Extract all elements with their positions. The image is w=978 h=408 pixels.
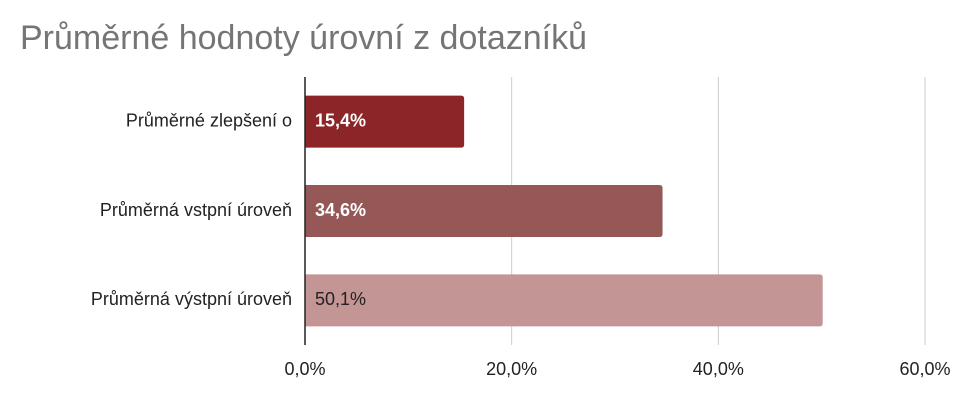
bar xyxy=(305,185,663,237)
x-tick-label: 0,0% xyxy=(284,359,325,379)
y-tick-label: Průměrné zlepšení o xyxy=(126,110,292,130)
bar xyxy=(305,274,823,327)
x-tick-label: 60,0% xyxy=(899,359,950,379)
chart-title: Průměrné hodnoty úrovní z dotazníků xyxy=(20,19,587,57)
value-label: 50,1% xyxy=(315,289,366,309)
y-tick-label: Průměrná výstpní úroveň xyxy=(91,289,292,309)
x-tick-label: 20,0% xyxy=(486,359,537,379)
value-label: 15,4% xyxy=(315,110,366,130)
value-label: 34,6% xyxy=(315,200,366,220)
bar xyxy=(305,95,465,148)
y-tick-label: Průměrná vstpní úroveň xyxy=(100,200,292,220)
x-tick-label: 40,0% xyxy=(693,359,744,379)
